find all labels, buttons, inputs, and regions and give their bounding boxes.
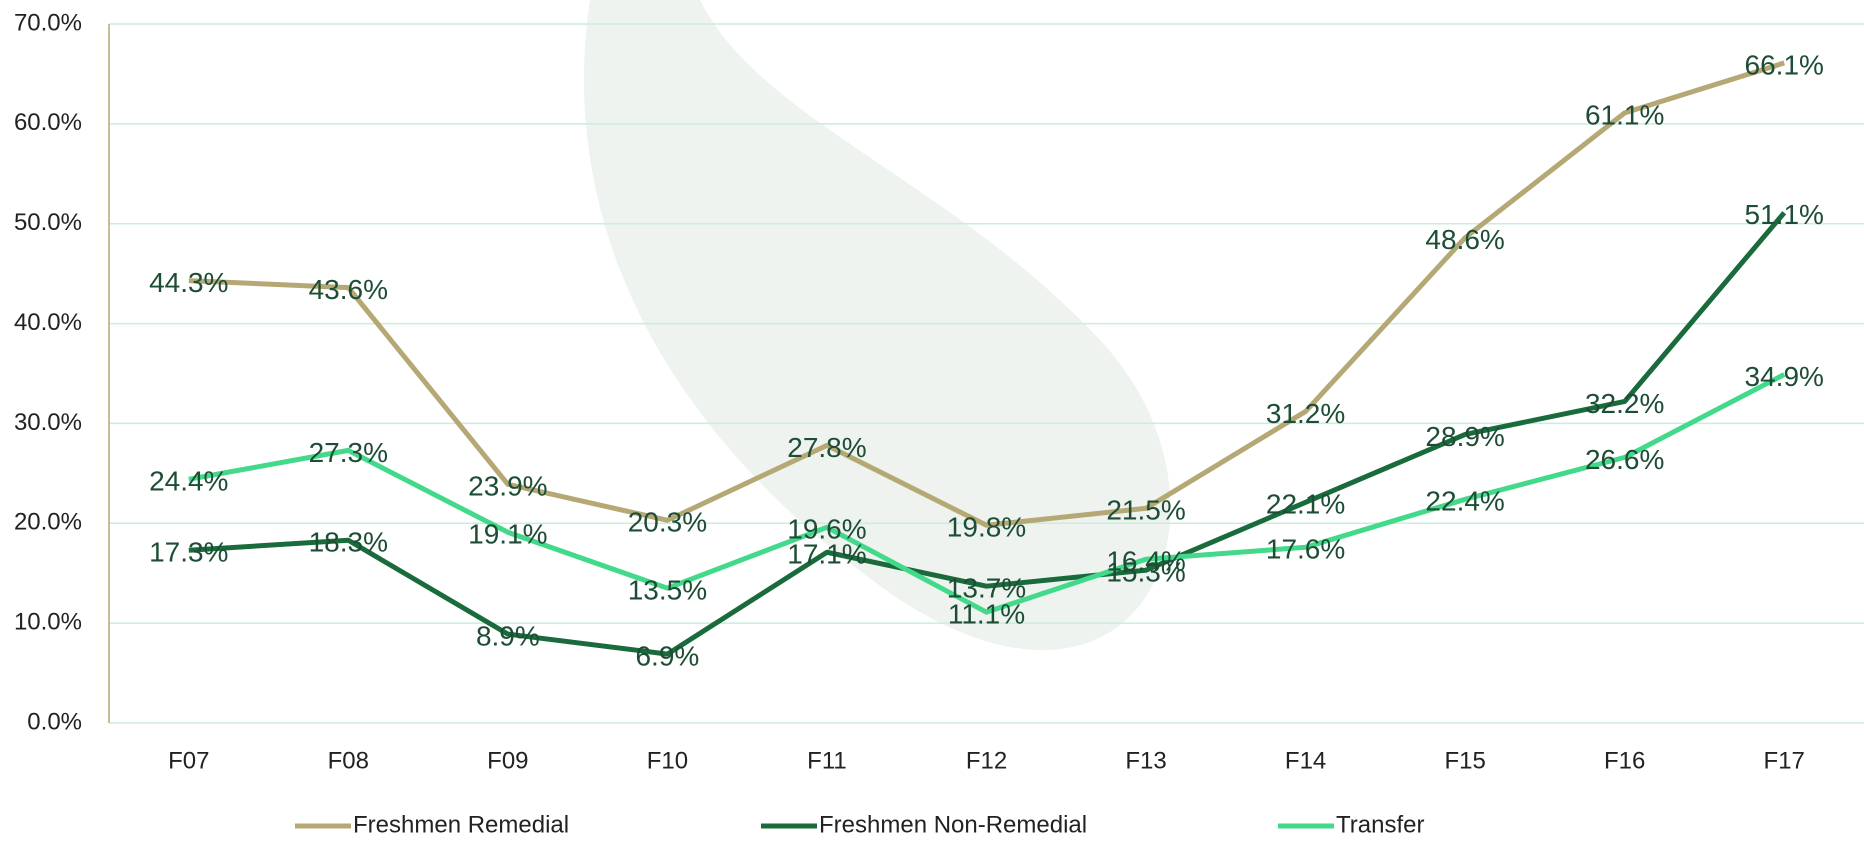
data-label: 23.9% [468, 471, 547, 502]
data-label: 17.6% [1266, 534, 1345, 565]
data-label: 20.3% [628, 507, 707, 538]
data-label: 51.1% [1745, 199, 1824, 230]
data-label: 18.3% [309, 527, 388, 558]
data-label: 19.6% [787, 514, 866, 545]
legend-label: Freshmen Remedial [353, 811, 569, 838]
data-label: 24.4% [149, 466, 228, 497]
data-label: 13.5% [628, 575, 707, 606]
data-label: 28.9% [1425, 421, 1504, 452]
legend-label: Transfer [1336, 811, 1424, 838]
data-label: 11.1% [948, 599, 1025, 630]
y-tick-label: 70.0% [14, 9, 82, 36]
data-label: 31.2% [1266, 398, 1345, 429]
legend-label: Freshmen Non-Remedial [819, 811, 1087, 838]
data-label: 66.1% [1745, 49, 1824, 80]
x-tick-label: F10 [647, 747, 688, 774]
data-label: 17.3% [149, 537, 228, 568]
x-tick-label: F14 [1285, 747, 1326, 774]
data-label: 22.1% [1266, 489, 1345, 520]
y-tick-label: 20.0% [14, 509, 82, 536]
data-label: 26.6% [1585, 444, 1664, 475]
data-label: 19.8% [947, 512, 1026, 543]
data-label: 27.8% [787, 432, 866, 463]
y-tick-label: 30.0% [14, 409, 82, 436]
x-tick-label: F07 [168, 747, 209, 774]
x-tick-label: F13 [1125, 747, 1166, 774]
y-tick-label: 50.0% [14, 209, 82, 236]
data-label: 16.4% [1106, 546, 1185, 577]
y-tick-label: 0.0% [27, 708, 82, 735]
data-label: 6.9% [635, 640, 699, 671]
data-label: 44.3% [149, 267, 228, 298]
chart: 0.0% 10.0% 20.0% 30.0% 40.0% 50.0% 60.0% 70.0% F… [0, 0, 1864, 842]
data-label: 43.6% [309, 274, 388, 305]
data-label: 34.9% [1745, 361, 1824, 392]
y-tick-label: 40.0% [14, 309, 82, 336]
x-tick-label: F09 [487, 747, 528, 774]
x-tick-label: F11 [807, 747, 847, 774]
data-label: 19.1% [468, 519, 547, 550]
x-tick-label: F16 [1604, 747, 1645, 774]
data-label: 48.6% [1425, 224, 1504, 255]
y-tick-label: 60.0% [14, 109, 82, 136]
x-tick-label: F12 [966, 747, 1007, 774]
data-label: 32.2% [1585, 388, 1664, 419]
y-tick-label: 10.0% [14, 608, 82, 635]
x-tick-label: F15 [1444, 747, 1485, 774]
data-label: 61.1% [1585, 99, 1664, 130]
x-tick-label: F08 [328, 747, 369, 774]
data-label: 27.3% [309, 437, 388, 468]
x-tick-label: F17 [1764, 747, 1805, 774]
data-label: 8.9% [476, 621, 540, 652]
data-label: 21.5% [1106, 495, 1185, 526]
data-label: 22.4% [1425, 486, 1504, 517]
